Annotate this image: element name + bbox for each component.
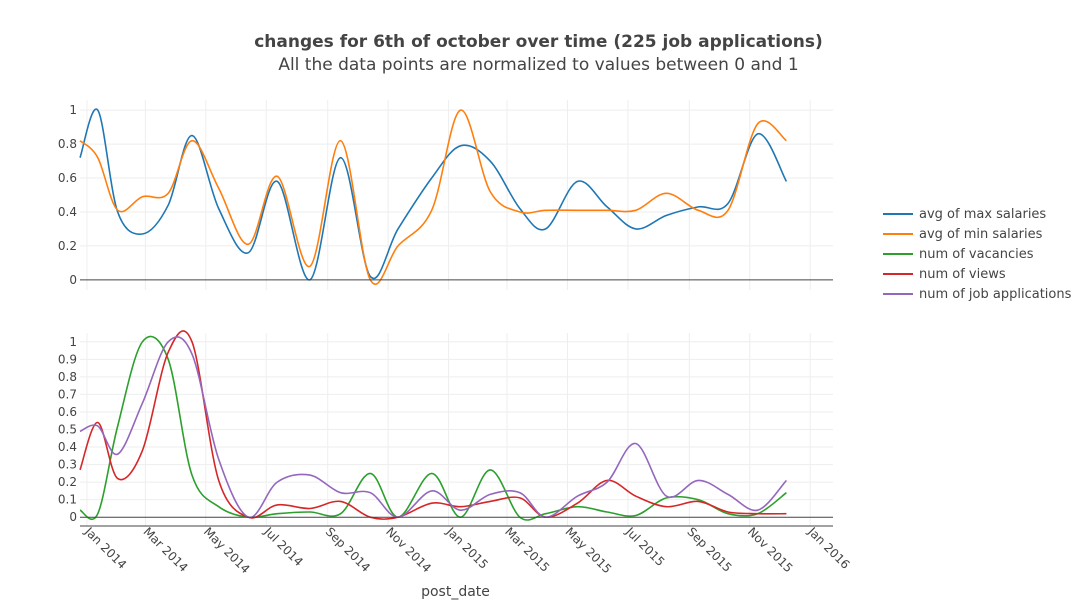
x-tick-label-jan-2015: Jan 2015 <box>443 524 491 572</box>
series-line-num-of-job-applications <box>79 336 787 519</box>
legend-swatch-avg-max-salaries <box>883 213 913 215</box>
y-tick-label-2-0-5: 0.5 <box>58 423 77 437</box>
series-line-num-of-vacancies <box>79 335 787 521</box>
legend-item-num-of-job-applications[interactable]: num of job applications <box>883 284 1071 304</box>
series-line-avg-of-max-salaries <box>79 108 788 281</box>
y-tick-label-2-0-3: 0.3 <box>58 458 77 472</box>
series-line-avg-of-min-salaries <box>79 109 787 285</box>
x-tick-label-sep-2015: Sep 2015 <box>684 525 734 575</box>
x-tick-label-mar-2014: Mar 2014 <box>140 525 190 575</box>
x-tick-label-jul-2015: Jul 2015 <box>622 524 667 569</box>
y-tick-label-1-0-8: 0.8 <box>58 137 77 151</box>
legend-item-num-of-views[interactable]: num of views <box>883 264 1071 284</box>
y-tick-label-2-0: 0 <box>69 510 77 524</box>
y-tick-label-2-0-6: 0.6 <box>58 405 77 419</box>
y-tick-label-1-0: 0 <box>69 273 77 287</box>
legend-label-avg-max-salaries: avg of max salaries <box>919 206 1047 222</box>
x-tick-label-jan-2016: Jan 2016 <box>805 524 853 572</box>
y-tick-label-2-0-8: 0.8 <box>58 370 77 384</box>
x-tick-label-mar-2015: Mar 2015 <box>502 525 552 575</box>
y-tick-label-2-0-9: 0.9 <box>58 352 77 366</box>
legend-item-num-of-vacancies[interactable]: num of vacancies <box>883 244 1071 264</box>
y-tick-label-2-0-1: 0.1 <box>58 493 77 507</box>
legend-swatch-num-of-vacancies <box>883 253 913 255</box>
y-tick-label-2-1: 1 <box>69 335 77 349</box>
x-tick-label-jan-2014: Jan 2014 <box>81 524 129 572</box>
y-tick-label-1-0-2: 0.2 <box>58 239 77 253</box>
y-tick-label-1-0-6: 0.6 <box>58 171 77 185</box>
legend-item-avg-max-salaries[interactable]: avg of max salaries <box>883 204 1071 224</box>
y-tick-label-2-0-2: 0.2 <box>58 475 77 489</box>
legend-label-num-of-job-applications: num of job applications <box>919 286 1072 302</box>
legend-swatch-num-of-views <box>883 273 913 275</box>
y-tick-label-1-1: 1 <box>69 103 77 117</box>
y-tick-label-2-0-4: 0.4 <box>58 440 77 454</box>
x-tick-label-may-2015: May 2015 <box>563 525 615 577</box>
x-tick-label-jul-2014: Jul 2014 <box>261 524 306 569</box>
x-tick-label-may-2014: May 2014 <box>201 525 253 577</box>
x-tick-label-sep-2014: Sep 2014 <box>323 525 373 575</box>
legend-swatch-num-of-job-applications <box>883 293 913 295</box>
legend-label-num-of-views: num of views <box>919 266 1006 282</box>
x-axis-title: post_date <box>421 584 490 600</box>
legend: avg of max salaries avg of min salaries … <box>883 204 1071 304</box>
legend-label-num-of-vacancies: num of vacancies <box>919 246 1034 262</box>
x-tick-label-nov-2014: Nov 2014 <box>383 525 434 576</box>
legend-label-avg-min-salaries: avg of min salaries <box>919 226 1043 242</box>
y-tick-label-1-0-4: 0.4 <box>58 205 77 219</box>
chart-subtitle: All the data points are normalized to va… <box>278 55 799 75</box>
legend-item-avg-min-salaries[interactable]: avg of min salaries <box>883 224 1071 244</box>
chart-title: changes for 6th of october over time (22… <box>254 32 823 52</box>
legend-swatch-avg-min-salaries <box>883 233 913 235</box>
x-tick-label-nov-2015: Nov 2015 <box>745 525 796 576</box>
y-tick-label-2-0-7: 0.7 <box>58 387 77 401</box>
